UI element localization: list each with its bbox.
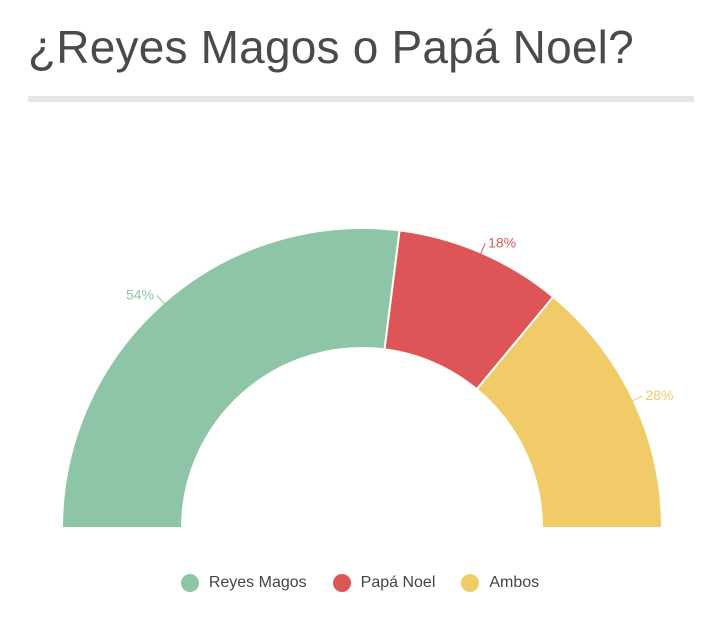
legend-label: Papá Noel [360,574,436,591]
legend-swatch [461,574,480,592]
leader-line [479,243,486,255]
legend-label: Reyes Magos [208,574,307,591]
slice-reyes-magos[interactable] [60,227,401,529]
data-label: 54% [126,286,154,302]
legend-item-reyes-magos[interactable]: Reyes Magos [180,574,307,592]
leader-line [631,395,643,402]
legend-swatch [332,574,351,592]
legend-item-ambos[interactable]: Ambos [461,574,539,592]
title-underline [28,96,694,102]
legend-swatch [180,574,199,592]
slice-ambos[interactable] [475,295,664,529]
data-label: 28% [645,387,673,403]
legend-label: Ambos [489,574,540,591]
data-label: 18% [488,234,516,250]
legend-item-papa-noel[interactable]: Papá Noel [332,574,436,592]
chart-title: ¿Reyes Magos o Papá Noel? [28,21,634,73]
leader-line [156,295,166,305]
legend: Reyes Magos Papá Noel Ambos [0,574,720,592]
